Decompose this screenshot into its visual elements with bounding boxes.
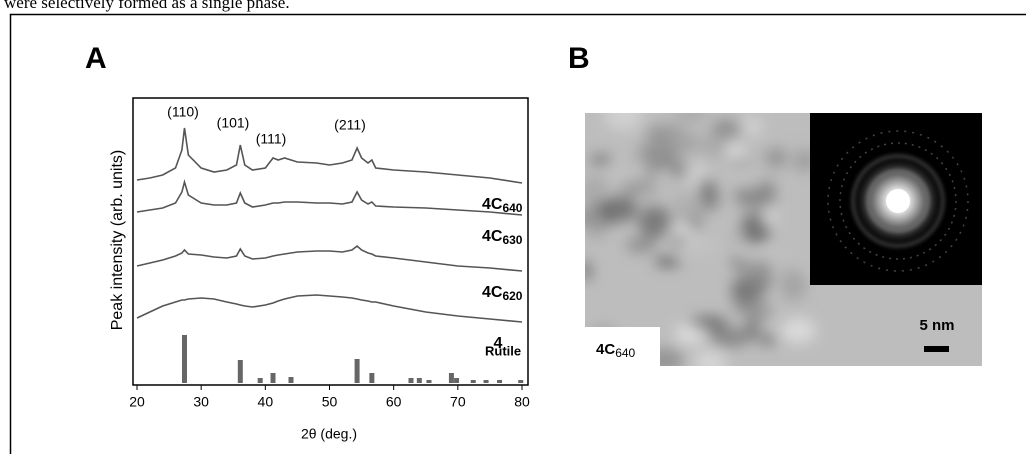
reference-stick [289, 377, 294, 383]
reference-stick [271, 373, 276, 383]
peak-annotation: (101) [217, 115, 250, 131]
tem-grain [694, 349, 726, 379]
tem-grain [654, 170, 674, 181]
tem-grain [762, 210, 777, 225]
x-tick-label: 40 [258, 394, 274, 410]
reference-stick [484, 380, 489, 383]
tem-grain [675, 108, 707, 120]
x-axis-label: 2θ (deg.) [301, 426, 357, 442]
tem-grain [666, 237, 689, 248]
tem-grain [597, 195, 639, 223]
tem-grain [731, 274, 764, 305]
reference-stick [426, 380, 431, 383]
tem-grain [737, 252, 778, 262]
x-tick-label: 60 [386, 394, 402, 410]
tem-grain [700, 176, 713, 209]
tem-grain [604, 97, 643, 131]
tem-grain [708, 328, 750, 347]
tem-grain [710, 119, 742, 138]
series-line [137, 246, 522, 271]
reference-stick [369, 373, 374, 383]
diffraction-spot [886, 189, 910, 213]
x-tick-label: 30 [193, 394, 209, 410]
tem-grain [583, 178, 611, 190]
series-label-sub: 620 [502, 289, 522, 303]
series-label-main: 4C [482, 284, 503, 301]
reference-stick [449, 373, 454, 383]
reference-stick [417, 378, 422, 383]
reference-stick [518, 380, 523, 383]
reference-stick [238, 360, 243, 383]
series-line [137, 295, 522, 322]
tem-grain [757, 334, 777, 345]
reference-stick [355, 359, 360, 383]
tem-grain [655, 255, 681, 267]
tem-grain [744, 301, 772, 322]
scale-bar-label: 5 nm [919, 317, 954, 334]
reference-stick [182, 335, 187, 383]
tem-grain [578, 261, 593, 281]
tem-grain [780, 318, 816, 343]
peak-annotation: (111) [256, 131, 287, 147]
reference-label: Rutile [485, 343, 521, 358]
peak-annotation: (110) [167, 104, 199, 120]
reference-stick [454, 378, 459, 383]
tem-grain [638, 141, 679, 166]
panel-label: A [85, 42, 107, 75]
tem-grain [691, 237, 723, 256]
reference-stick [408, 378, 413, 383]
tem-grain [671, 193, 700, 225]
series-label: 4C630 [482, 228, 523, 247]
series-label-sub: 630 [502, 233, 522, 247]
series-label-main: 4C [482, 228, 503, 245]
tem-grain [638, 206, 671, 239]
reference-stick [471, 380, 476, 383]
x-tick-label: 50 [322, 394, 338, 410]
series-line [137, 128, 522, 183]
tem-grain [730, 232, 745, 242]
image-label-main: 4C [596, 341, 615, 358]
x-tick-label: 20 [129, 394, 145, 410]
reference-stick [497, 380, 502, 383]
tem-grain [675, 326, 701, 338]
scale-bar [924, 346, 949, 352]
plot-frame [133, 98, 528, 385]
x-tick-label: 80 [514, 394, 530, 410]
series-line [137, 182, 522, 215]
series-label: 4C620 [482, 284, 523, 303]
x-tick-label: 70 [450, 394, 466, 410]
panel-label: B [568, 42, 590, 75]
image-label-sub: 640 [615, 346, 635, 360]
tem-grain [732, 176, 763, 189]
header-text: were selectively formed as a single phas… [4, 0, 290, 12]
peak-annotation: (211) [334, 117, 366, 133]
reference-stick [258, 378, 263, 383]
y-axis-label: Peak intensity (arb. units) [109, 150, 126, 331]
tem-grain [764, 148, 787, 168]
tem-grain [626, 237, 656, 252]
tem-grain [739, 115, 763, 136]
tem-grain [590, 155, 612, 166]
diffraction-inset [810, 113, 982, 285]
series-label-main: 4C [482, 196, 503, 213]
tem-grain [589, 219, 606, 241]
